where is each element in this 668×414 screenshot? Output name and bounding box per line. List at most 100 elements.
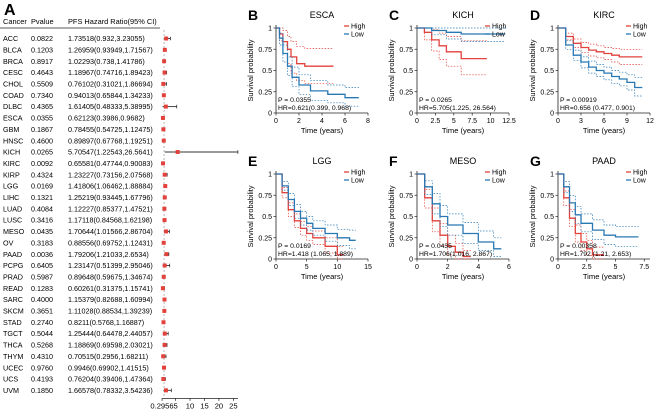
forest-cancer-label: MESO bbox=[3, 227, 25, 236]
km-curve-low bbox=[276, 173, 356, 241]
forest-point bbox=[162, 308, 167, 313]
forest-pvalue: 0.4000 bbox=[31, 295, 53, 304]
forest-point bbox=[161, 127, 166, 132]
forest-pvalue: 0.4600 bbox=[31, 136, 53, 145]
forest-x-tick-label: 0.2956 bbox=[150, 401, 173, 410]
forest-point bbox=[162, 342, 167, 347]
km-y-tick-label: 0.25 bbox=[258, 235, 272, 242]
km-x-tick-label: 4 bbox=[476, 264, 480, 271]
forest-hr-text: 1.18869(0.69598,2.03021) bbox=[68, 341, 153, 350]
forest-pvalue: 0.1850 bbox=[31, 386, 53, 395]
forest-cancer-label: ESCA bbox=[3, 114, 23, 123]
km-title: KICH bbox=[452, 10, 474, 20]
km-x-tick-label: 6 bbox=[602, 118, 606, 125]
forest-hr-text: 1.73518(0.932,3.23055) bbox=[68, 34, 145, 43]
km-y-label: Survival probability bbox=[246, 185, 255, 247]
forest-cancer-label: BRCA bbox=[3, 57, 23, 66]
forest-hr-text: 1.70644(1.01566,2.86704) bbox=[68, 227, 153, 236]
forest-hr-text: 1.23147(0.51399,2.95046) bbox=[68, 261, 153, 270]
km-legend-label: High bbox=[633, 24, 648, 31]
forest-point bbox=[164, 36, 169, 41]
panel-letter: D bbox=[530, 7, 540, 23]
forest-point bbox=[161, 161, 166, 166]
forest-point bbox=[163, 184, 168, 189]
km-y-tick-label: 0.75 bbox=[399, 193, 413, 200]
km-title: ESCA bbox=[310, 10, 335, 20]
km-y-tick-label: 0 bbox=[268, 111, 272, 118]
km-x-tick-label: 0 bbox=[274, 264, 278, 271]
km-y-tick-label: 0 bbox=[409, 257, 413, 264]
forest-hr-text: 1.25444(0.64478,2.44057) bbox=[68, 329, 153, 338]
forest-cancer-label: READ bbox=[3, 284, 23, 293]
km-legend-label: High bbox=[492, 170, 507, 177]
km-ci-upper-high bbox=[558, 173, 604, 248]
forest-hr-text: 0.78455(0.54725,1.12475) bbox=[68, 125, 153, 134]
panel-letter: E bbox=[248, 153, 257, 169]
forest-hr-text: 0.94013(0.65844,1.34233) bbox=[68, 91, 153, 100]
panel-letter: C bbox=[389, 7, 399, 23]
forest-pvalue: 0.5509 bbox=[31, 80, 53, 89]
km-y-tick-label: 0.25 bbox=[399, 235, 413, 242]
forest-hr-text: 1.79206(1.21033,2.6534) bbox=[68, 250, 149, 259]
forest-hr-text: 5.70547(1.22543,26.5641) bbox=[68, 148, 153, 157]
forest-point bbox=[163, 104, 168, 109]
km-y-tick-label: 0.5 bbox=[403, 214, 413, 221]
forest-pvalue: 0.1203 bbox=[31, 45, 53, 54]
km-p-value: P = 0.0265 bbox=[419, 97, 452, 104]
forest-hr-text: 0.65581(0.47744,0.90083) bbox=[68, 159, 153, 168]
km-panel-kirc: D KIRC 0 0.25 0.5 0.75 1 0 3 6 9 12 Time (years) Surv… bbox=[528, 7, 654, 135]
forest-point bbox=[161, 138, 166, 143]
km-legend-label: Low bbox=[351, 178, 365, 185]
panel-letter: G bbox=[530, 153, 541, 169]
km-curve-high bbox=[558, 27, 643, 58]
km-x-tick-label: 0 bbox=[415, 118, 419, 125]
forest-hr-text: 0.89648(0.59675,1.34674) bbox=[68, 272, 153, 281]
forest-pvalue: 0.3416 bbox=[31, 216, 53, 225]
km-ci-lower-low bbox=[417, 27, 506, 42]
forest-point bbox=[162, 47, 167, 52]
km-curve-low bbox=[558, 27, 643, 89]
forest-point bbox=[160, 115, 165, 120]
km-ci-upper-high bbox=[558, 27, 643, 50]
km-y-label: Survival probability bbox=[528, 185, 537, 247]
panel-letter: F bbox=[389, 153, 398, 169]
forest-cancer-label: HNSC bbox=[3, 136, 23, 145]
forest-pvalue: 0.0265 bbox=[31, 148, 53, 157]
forest-pvalue: 0.6405 bbox=[31, 261, 53, 270]
forest-hr-text: 0.9946(0.69902,1.41515) bbox=[68, 363, 149, 372]
panel-letter-a: A bbox=[4, 2, 16, 19]
forest-cancer-label: LUSC bbox=[3, 216, 22, 225]
km-x-tick-label: 6 bbox=[343, 118, 347, 125]
km-x-tick-label: 2.5 bbox=[431, 118, 441, 125]
km-ci-upper-low bbox=[558, 27, 643, 78]
forest-header-pvalue: Pvalue bbox=[31, 17, 54, 26]
forest-hr-text: 1.25219(0.93445,1.67796) bbox=[68, 193, 153, 202]
forest-cancer-label: LIHC bbox=[3, 193, 19, 202]
km-x-tick-label: 3 bbox=[579, 118, 583, 125]
km-curve-high bbox=[558, 173, 604, 256]
km-ci-lower-low bbox=[417, 173, 502, 257]
forest-hr-text: 1.61405(0.48333,5.38995) bbox=[68, 102, 153, 111]
km-x-tick-label: 12 bbox=[646, 118, 654, 125]
km-x-tick-label: 5 bbox=[305, 264, 309, 271]
forest-x-tick-label: 10 bbox=[186, 401, 194, 410]
forest-x-tick-label: 5 bbox=[173, 401, 177, 410]
km-legend-label: High bbox=[351, 24, 366, 31]
km-curve-high bbox=[417, 173, 471, 258]
km-y-tick-label: 0.75 bbox=[258, 193, 272, 200]
forest-pvalue: 0.3651 bbox=[31, 307, 53, 316]
forest-cancer-label: UCS bbox=[3, 375, 18, 384]
forest-pvalue: 0.4193 bbox=[31, 375, 53, 384]
forest-pvalue: 0.4324 bbox=[31, 170, 53, 179]
forest-pvalue: 0.0169 bbox=[31, 182, 53, 191]
km-ci-lower-high bbox=[417, 173, 471, 260]
forest-pvalue: 0.0435 bbox=[31, 227, 53, 236]
forest-point bbox=[161, 240, 166, 245]
km-hazard-ratio: HR=0.621(0.399, 0.968) bbox=[278, 105, 351, 112]
forest-point bbox=[161, 81, 166, 86]
km-title: LGG bbox=[312, 156, 331, 166]
km-p-value: P = 0.00358 bbox=[560, 243, 597, 250]
forest-point bbox=[162, 297, 167, 302]
km-hazard-ratio: HR=1.706(1.016, 2.867) bbox=[419, 251, 492, 258]
